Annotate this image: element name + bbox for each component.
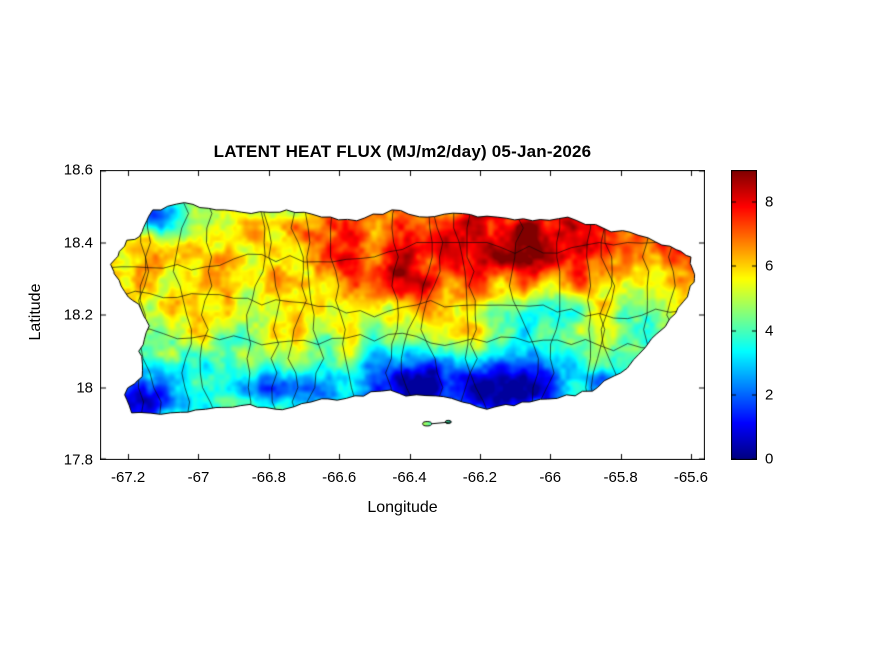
y-tick-label: 17.8 xyxy=(63,451,93,469)
x-tick-label: -67 xyxy=(187,469,210,486)
colorbar-tick-label: 4 xyxy=(765,322,774,340)
colorbar-tick-label: 6 xyxy=(765,257,774,275)
colorbar-tick-label: 0 xyxy=(765,450,774,468)
x-tick-label: -65.8 xyxy=(603,469,638,486)
x-tick-label: -66.8 xyxy=(251,469,286,486)
colorbar xyxy=(731,170,757,460)
y-tick-label: 18 xyxy=(76,379,93,396)
y-axis-label: Latitude xyxy=(27,283,44,341)
x-tick-label: -66.4 xyxy=(392,469,427,486)
chart-title: LATENT HEAT FLUX (MJ/m2/day) 05-Jan-2026 xyxy=(213,142,592,161)
colorbar-tick-label: 8 xyxy=(765,193,774,211)
heatmap-plot-canvas xyxy=(100,170,705,460)
x-tick-label: -66.2 xyxy=(462,469,497,486)
y-tick-label: 18.6 xyxy=(63,161,93,179)
x-tick-label: -66.6 xyxy=(322,469,357,486)
x-tick-label: -67.2 xyxy=(111,469,146,486)
y-tick-label: 18.2 xyxy=(63,306,93,324)
y-tick-label: 18.4 xyxy=(63,234,93,251)
x-tick-label: -66 xyxy=(539,469,562,486)
colorbar-tick-label: 2 xyxy=(765,386,774,404)
x-axis-label: Longitude xyxy=(367,499,438,516)
x-tick-label: -65.6 xyxy=(673,469,709,486)
